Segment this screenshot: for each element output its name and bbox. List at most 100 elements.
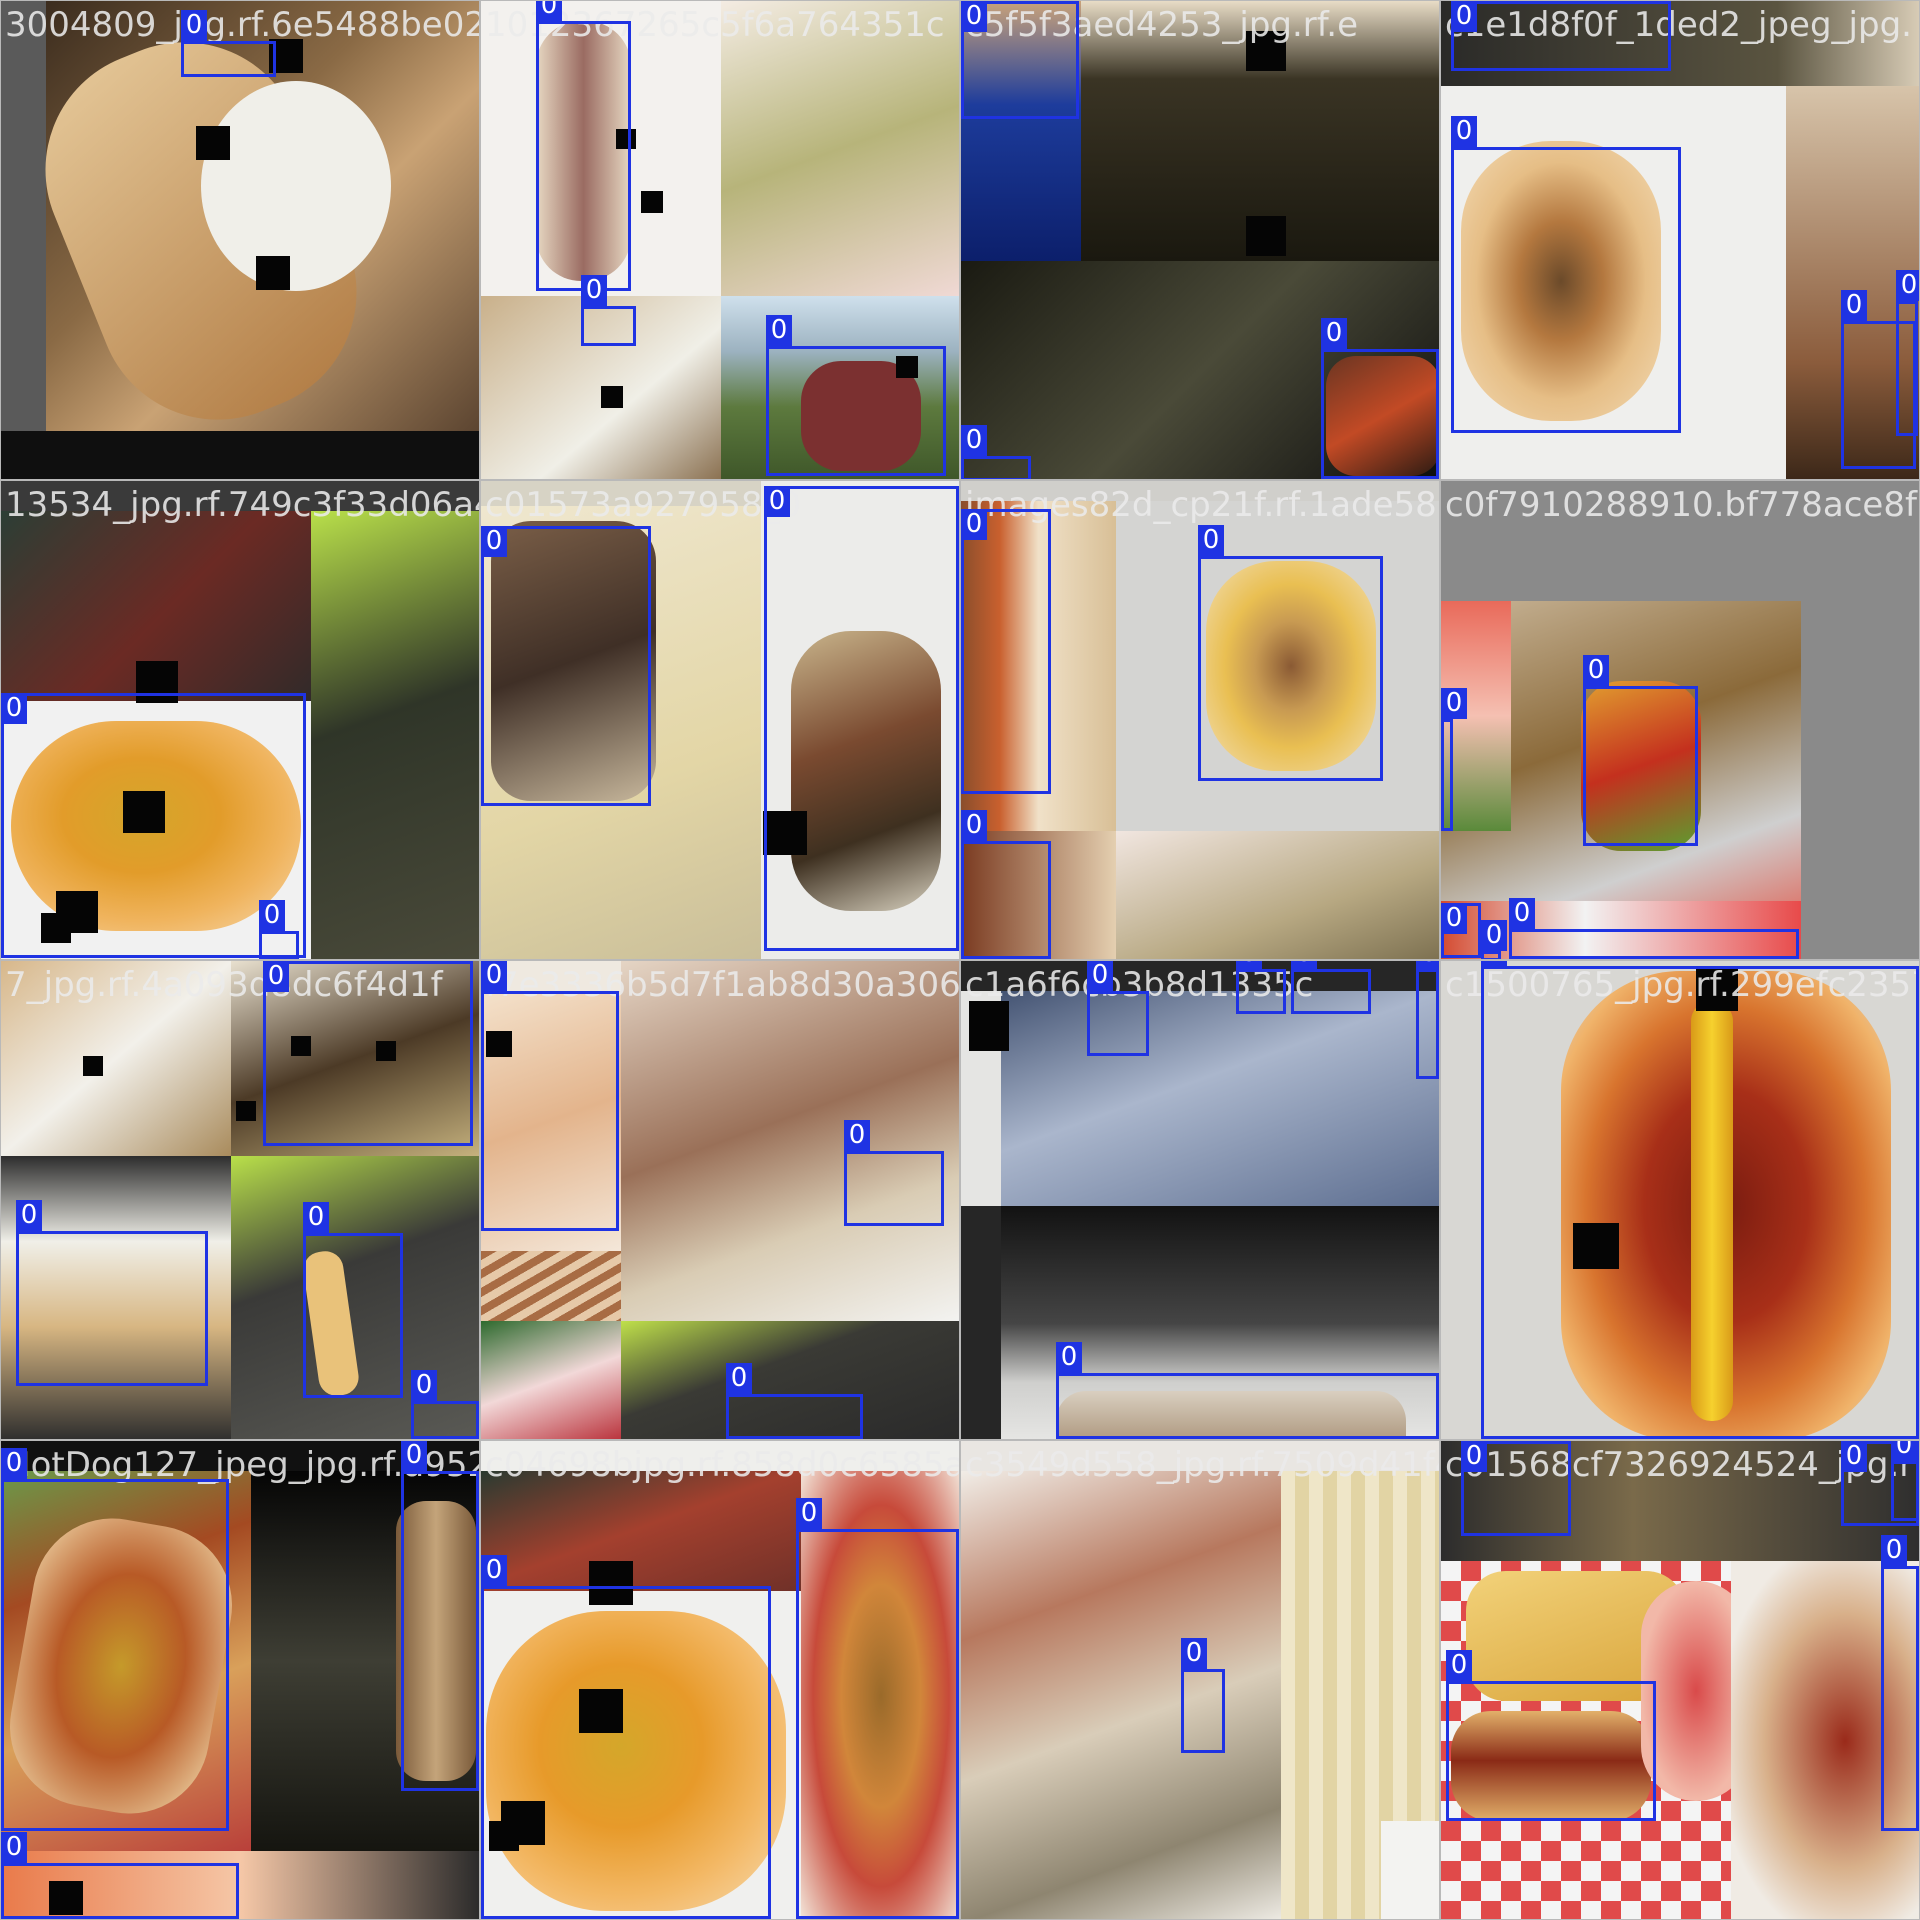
class-label: 0 (1481, 961, 1507, 966)
bounding-box[interactable]: 0 (1236, 961, 1286, 1014)
bounding-box[interactable]: 0 (1416, 961, 1439, 1079)
class-label: 0 (844, 1120, 870, 1151)
bounding-box[interactable]: 0 (1896, 270, 1919, 436)
mosaic-tile-15[interactable]: c01568cf7326924524_jpg.rf.e 0 0 0 0 0 (1440, 1440, 1920, 1920)
bounding-box[interactable]: 0 (1451, 1, 1671, 71)
bounding-box[interactable]: 0 (1, 1448, 229, 1831)
bounding-box[interactable]: 0 (1446, 1650, 1656, 1821)
bounding-box[interactable]: 0 (581, 275, 636, 346)
class-label: 0 (16, 1200, 42, 1231)
mosaic-tile-12[interactable]: HotDog127_jpeg_jpg.rf.a952 0 0 0 (0, 1440, 480, 1920)
mask-patch (196, 126, 230, 160)
class-label: 0 (1321, 318, 1347, 349)
class-label: 0 (1416, 961, 1439, 969)
mosaic-tile-9[interactable]: f7e3336b5d7f1ab8d30a306 0 0 0 (480, 960, 960, 1440)
photo (1381, 1821, 1439, 1919)
image-filename: images82d_cp21f.rf.1ade5883 (965, 485, 1440, 525)
mosaic-tile-0[interactable]: 3004809_jpg.rf.6e5488be028d0e8f7b5dba 0 (0, 0, 480, 480)
bounding-box[interactable]: 0 (1198, 525, 1383, 781)
bounding-box[interactable]: 0 (1891, 1441, 1919, 1521)
class-label: 0 (581, 275, 607, 306)
bounding-box[interactable]: 0 (1441, 688, 1467, 831)
class-label: 0 (1509, 898, 1535, 929)
bounding-box[interactable]: 0 (259, 900, 299, 959)
bounding-box[interactable]: 0 (481, 961, 619, 1231)
mosaic-tile-3[interactable]: c1e1d8f0f_1ded2_jpeg_jpg. 0 0 0 0 (1440, 0, 1920, 480)
image-filename: c04698bjpg.rf.858d0c6585ae (485, 1445, 960, 1485)
mosaic-tile-2[interactable]: c5f5f3aed4253_jpg.rf.e 0 0 0 (960, 0, 1440, 480)
photo (1, 431, 479, 479)
mosaic-tile-10[interactable]: c1a6f6cb3b8d1335c 0 0 0 0 0 (960, 960, 1440, 1440)
bounding-box[interactable]: 0 (1181, 1638, 1225, 1753)
mask-patch (1573, 1223, 1619, 1269)
mosaic-tile-5[interactable]: c01573a927958_0 0 0 (480, 480, 960, 960)
class-label: 0 (1451, 1, 1477, 32)
image-filename: 7_jpg.rf.4a093d8dc6f4d1f (5, 965, 443, 1005)
bounding-box[interactable]: 0 (181, 10, 276, 77)
photo (1731, 1561, 1919, 1919)
bounding-box[interactable]: 0 (401, 1441, 479, 1791)
bounding-box[interactable]: 0 (1841, 290, 1916, 469)
bounding-box[interactable]: 0 (411, 1370, 479, 1439)
bounding-box[interactable]: 0 (1509, 898, 1799, 959)
bounding-box[interactable]: 0 (263, 961, 473, 1146)
bounding-box[interactable]: 0 (961, 1, 1079, 119)
image-filename: f7e3336b5d7f1ab8d30a306 (485, 965, 960, 1005)
bounding-box[interactable]: 0 (766, 315, 946, 476)
bounding-box[interactable]: 0 (764, 486, 959, 951)
mosaic-tile-13[interactable]: c04698bjpg.rf.858d0c6585ae 0 0 (480, 1440, 960, 1920)
bounding-box[interactable]: 0 (1291, 961, 1371, 1014)
bounding-box[interactable]: 0 (303, 1202, 403, 1398)
mask-patch (969, 1001, 1009, 1051)
class-label: 0 (1441, 903, 1467, 934)
mask-patch (589, 1561, 633, 1605)
mosaic-tile-7[interactable]: c0f7910288910.bf778ace8f190 0 0 0 0 0 (1440, 480, 1920, 960)
mask-patch (136, 661, 178, 703)
photo (961, 501, 1116, 831)
bounding-box[interactable]: 0 (961, 810, 1051, 959)
bounding-box[interactable]: 0 (796, 1498, 959, 1919)
bounding-box[interactable]: 0 (1461, 1441, 1571, 1536)
class-label: 0 (1461, 1441, 1487, 1472)
bounding-box[interactable]: 0 (1451, 116, 1681, 433)
photo (311, 511, 479, 959)
bounding-box[interactable]: 0 (1, 693, 306, 958)
bounding-box[interactable]: 0 (1481, 961, 1919, 1439)
photo (791, 631, 941, 911)
class-label: 0 (961, 425, 987, 456)
photo (481, 1321, 621, 1439)
class-label: 0 (1451, 116, 1477, 147)
image-filename: 3004809_jpg.rf.6e5488be028d0e8f7b5dba (5, 5, 479, 45)
bounding-box[interactable]: 0 (1321, 318, 1439, 479)
bounding-box[interactable]: 0 (1087, 961, 1149, 1056)
bounding-box[interactable]: 0 (1056, 1342, 1439, 1439)
bounding-box[interactable]: 0 (844, 1120, 944, 1226)
bounding-box[interactable]: 0 (961, 425, 1031, 479)
mosaic-tile-14[interactable]: c3549d558_jpg.rf.7509d41f4b53 0 (960, 1440, 1440, 1920)
bounding-box[interactable]: 0 (481, 1555, 771, 1919)
mask-patch (256, 256, 290, 290)
bounding-box[interactable]: 0 (1481, 920, 1507, 959)
bounding-box[interactable]: 0 (1583, 655, 1698, 846)
mosaic-tile-8[interactable]: 7_jpg.rf.4a093d8dc6f4d1f 0 0 0 0 (0, 960, 480, 1440)
bounding-box[interactable]: 0 (1, 1832, 239, 1919)
mask-patch (579, 1689, 623, 1733)
bounding-box[interactable]: 0 (1441, 903, 1481, 958)
bounding-box[interactable]: 0 (1881, 1535, 1919, 1831)
mosaic-tile-6[interactable]: images82d_cp21f.rf.1ade5883 0 0 0 (960, 480, 1440, 960)
bounding-box[interactable]: 0 (726, 1363, 863, 1439)
mask-patch (49, 1881, 83, 1915)
bounding-box[interactable]: 0 (536, 1, 631, 291)
mosaic-tile-11[interactable]: c1500765_jpg.rf.299efc2357481f 0 (1440, 960, 1920, 1440)
class-label: 0 (1881, 1535, 1907, 1566)
photo (621, 961, 959, 1321)
class-label: 0 (1891, 1441, 1917, 1461)
photo (201, 81, 391, 291)
class-label: 0 (1291, 961, 1317, 969)
bounding-box[interactable]: 0 (16, 1200, 208, 1386)
photo (486, 1611, 786, 1911)
bounding-box[interactable]: 0 (961, 509, 1051, 794)
mosaic-tile-4[interactable]: 13534_jpg.rf.749c3f33d06a4 0 0 (0, 480, 480, 960)
mosaic-tile-1[interactable]: 1012367265c5f6a764351c 0 0 0 (480, 0, 960, 480)
bounding-box[interactable]: 0 (481, 526, 651, 806)
